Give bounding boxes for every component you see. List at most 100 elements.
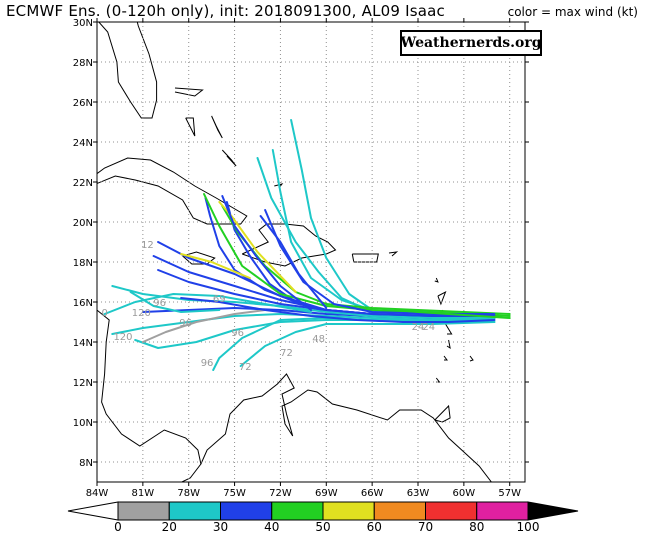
map-title: ECMWF Ens. (0-120h only), init: 20180913… (6, 2, 445, 20)
coastline-bahamas-a (185, 117, 196, 137)
colorbar-segment (271, 501, 324, 521)
lat-label: 8N (79, 458, 93, 469)
color-legend-caption: color = max wind (kt) (507, 5, 638, 19)
coastline-lesser-antilles-6 (443, 355, 448, 361)
coastline-bahamas-d (221, 149, 237, 167)
lat-label: 16N (73, 298, 93, 309)
hour-label: 12 (141, 240, 154, 251)
colorbar-arrow-low (67, 501, 119, 521)
lat-label: 26N (73, 98, 93, 109)
colorbar-segment (168, 501, 221, 521)
colorbar-label: 0 (114, 520, 122, 533)
coastline-grenada (435, 377, 441, 383)
colorbar-label: 40 (264, 520, 279, 533)
coastline-lesser-antilles-5 (446, 339, 451, 350)
lat-label: 10N (73, 418, 93, 429)
hour-label: 120 (132, 308, 151, 319)
colorbar-label: 60 (367, 520, 382, 533)
colorbar-label: 100 (517, 520, 540, 533)
hour-label: 96 (201, 358, 214, 369)
coastline-puerto-rico (351, 253, 379, 263)
ensemble-track-19 (239, 321, 496, 367)
colorbar-segment (425, 501, 478, 521)
lon-label: 81W (132, 488, 155, 498)
ensemble-track-22 (103, 293, 312, 315)
hour-label: 72 (239, 362, 252, 373)
hour-label: 24 (412, 322, 425, 333)
brand-logo[interactable]: Weathernerds.org (400, 30, 542, 56)
hour-label: 0 (101, 308, 107, 319)
axis-ticks: 84W 81W 78W 75W 72W 69W 66W 63W 60W 57W 8N 10N 12N 14… (73, 18, 529, 498)
colorbar-label: 30 (213, 520, 228, 533)
ensemble-track-10 (218, 201, 297, 293)
ensemble-tracks (103, 119, 511, 371)
ensemble-track-20 (141, 309, 267, 343)
hour-label: 96 (179, 318, 192, 329)
ensemble-track-11 (180, 253, 251, 279)
lon-label: 78W (177, 488, 200, 498)
ensemble-track-24 (221, 195, 312, 311)
colorbar-labels: 0 20 30 40 50 60 70 80 100 (114, 520, 539, 533)
lon-label: 60W (453, 488, 476, 498)
hour-label: 24 (422, 322, 435, 333)
colorbar-segment (373, 501, 426, 521)
lon-label: 69W (315, 488, 338, 498)
hour-label: 96 (231, 328, 244, 339)
lat-label: 24N (73, 138, 93, 149)
coastline-trinidad (434, 404, 451, 423)
lat-label: 12N (73, 378, 93, 389)
lat-label: 18N (73, 258, 93, 269)
coastline-south-america (200, 373, 492, 482)
colorbar-segment (322, 501, 375, 521)
lat-label: 22N (73, 178, 93, 189)
coastline-barbados (469, 355, 474, 362)
lon-label: 63W (407, 488, 430, 498)
ensemble-track-23 (394, 309, 511, 319)
coastline-virgin-islands (388, 251, 399, 257)
colorbar-segment (117, 501, 170, 521)
hour-label: 69 (213, 294, 226, 305)
lon-label: 57W (498, 488, 521, 498)
colorbar-label: 50 (315, 520, 330, 533)
wind-colorbar: 0 20 30 40 50 60 70 80 100 (67, 501, 579, 533)
coastline-hispaniola (241, 223, 337, 267)
lat-label: 30N (73, 18, 93, 29)
ensemble-track-26 (129, 291, 221, 313)
hour-label: 120 (113, 332, 132, 343)
lon-label: 66W (361, 488, 384, 498)
colorbar-label: 20 (162, 520, 177, 533)
coastline-central-america (97, 309, 202, 482)
land-outlines (97, 22, 492, 482)
map-frame (96, 21, 526, 483)
coastline-lesser-antilles-1 (434, 277, 439, 283)
coastline-cuba (97, 157, 248, 225)
coastline-lesser-antilles-2 (437, 290, 447, 306)
hour-label: 48 (312, 334, 325, 345)
coastline-lesser-antilles-4 (445, 323, 453, 335)
lat-lon-grid (97, 22, 525, 482)
colorbar-label: 70 (418, 520, 433, 533)
lat-label: 20N (73, 218, 93, 229)
colorbar-segment (220, 501, 273, 521)
lon-label: 84W (86, 488, 109, 498)
ensemble-track-1 (204, 197, 496, 317)
coastline-bahamas-c (211, 115, 223, 139)
colorbar-segments (67, 501, 579, 521)
colorbar-arrow-high (527, 501, 579, 521)
ensemble-track-25 (259, 215, 328, 309)
hour-label: 96 (153, 298, 166, 309)
ensemble-track-21 (180, 297, 496, 323)
coastline-florida (98, 22, 158, 119)
ensemble-track-15 (212, 317, 496, 371)
hour-label: 72 (280, 348, 293, 359)
ensemble-track-17 (157, 269, 496, 317)
colorbar-label: 80 (469, 520, 484, 533)
lon-label: 72W (269, 488, 292, 498)
lat-label: 14N (73, 338, 93, 349)
lat-label: 28N (73, 58, 93, 69)
ensemble-track-3 (271, 149, 496, 315)
coastline-bahamas-b (174, 87, 204, 97)
colorbar-segment (476, 501, 529, 521)
